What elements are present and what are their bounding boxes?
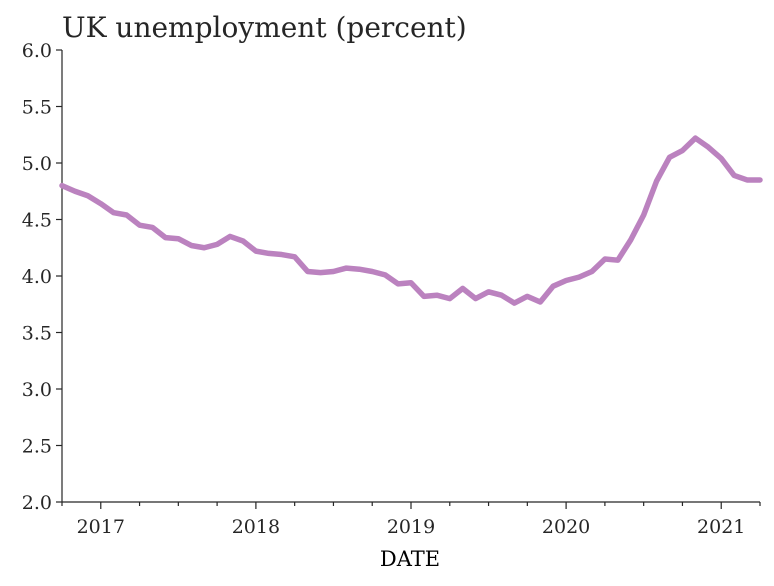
x-tick-label: 2017	[77, 516, 125, 538]
x-axis-label: DATE	[380, 547, 440, 571]
y-tick-label: 5.0	[22, 153, 52, 175]
x-tick-label: 2021	[697, 516, 745, 538]
chart-title: UK unemployment (percent)	[62, 11, 467, 44]
y-tick-label: 5.5	[22, 97, 52, 119]
x-tick-label: 2018	[232, 516, 280, 538]
y-tick-label: 3.0	[22, 379, 52, 401]
y-tick-label: 6.0	[22, 40, 52, 62]
x-tick-label: 2020	[542, 516, 590, 538]
x-tick-label: 2019	[387, 516, 435, 538]
y-tick-label: 4.5	[22, 210, 52, 232]
y-axis-ticks: 2.0 2.5 3.0 3.5 4.0 4.5 5.0 5.5 6.0	[22, 40, 62, 514]
y-tick-label: 4.0	[22, 266, 52, 288]
y-tick-label: 2.5	[22, 436, 52, 458]
y-tick-label: 2.0	[22, 492, 52, 514]
unemployment-series-line	[59, 135, 763, 306]
x-axis-ticks: 2017 2018 2019 2020 2021	[61, 502, 761, 538]
y-tick-label: 3.5	[22, 323, 52, 345]
